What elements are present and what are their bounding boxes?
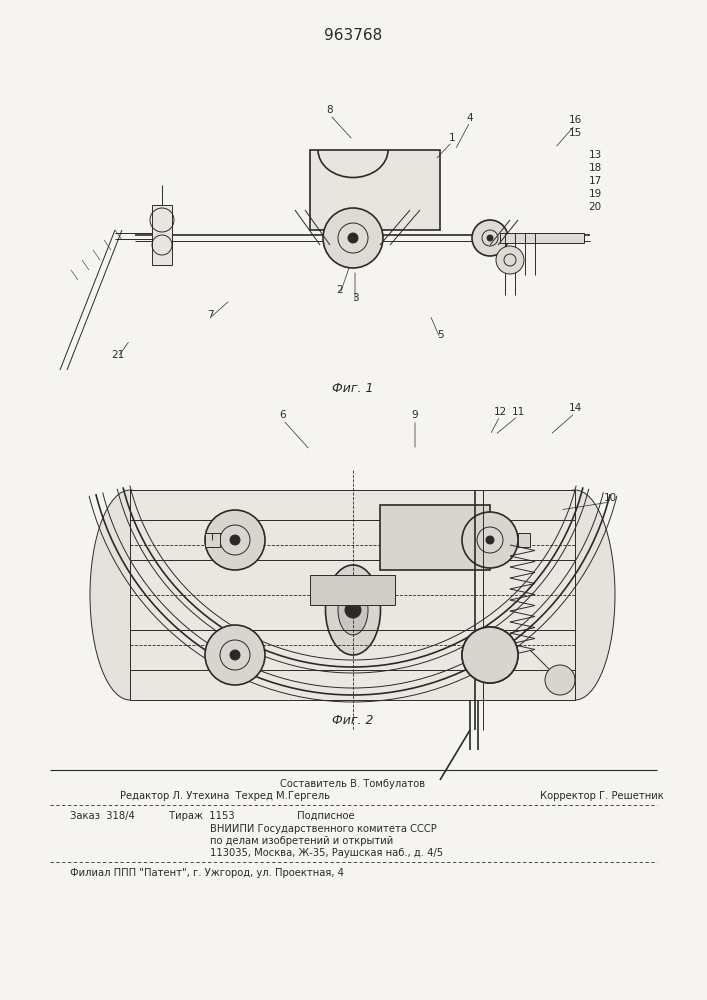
Text: 8: 8 <box>327 105 333 115</box>
Text: Филиал ППП "Патент", г. Ужгород, ул. Проектная, 4: Филиал ППП "Патент", г. Ужгород, ул. Про… <box>70 868 344 878</box>
Text: 19: 19 <box>588 189 602 199</box>
Circle shape <box>545 665 575 695</box>
Circle shape <box>230 535 240 545</box>
Text: 11: 11 <box>511 407 525 417</box>
Circle shape <box>486 651 494 659</box>
Text: Фиг. 1: Фиг. 1 <box>332 381 374 394</box>
Text: 963768: 963768 <box>324 28 382 43</box>
Ellipse shape <box>535 490 615 700</box>
Text: 9: 9 <box>411 410 419 420</box>
Text: ВНИИПИ Государственного комитета СССР: ВНИИПИ Государственного комитета СССР <box>210 824 437 834</box>
Text: 12: 12 <box>493 407 507 417</box>
Circle shape <box>496 246 524 274</box>
Circle shape <box>486 536 494 544</box>
Bar <box>380 505 490 570</box>
Text: 10: 10 <box>604 493 617 503</box>
Circle shape <box>462 627 518 683</box>
Text: 2: 2 <box>337 285 344 295</box>
Text: 17: 17 <box>588 176 602 186</box>
Text: 1: 1 <box>449 133 455 143</box>
Bar <box>310 150 440 230</box>
Text: 16: 16 <box>568 115 582 125</box>
Circle shape <box>230 650 240 660</box>
Text: Редактор Л. Утехина  Техред М.Гергель: Редактор Л. Утехина Техред М.Гергель <box>120 791 330 801</box>
Text: Корректор Г. Решетник: Корректор Г. Решетник <box>540 791 664 801</box>
Text: 15: 15 <box>568 128 582 138</box>
Circle shape <box>472 220 508 256</box>
Circle shape <box>345 602 361 618</box>
Circle shape <box>487 235 493 241</box>
Circle shape <box>205 625 265 685</box>
Text: 6: 6 <box>280 410 286 420</box>
Bar <box>152 205 172 265</box>
Text: 7: 7 <box>206 310 214 320</box>
Circle shape <box>462 512 518 568</box>
Circle shape <box>205 510 265 570</box>
Circle shape <box>323 208 383 268</box>
Circle shape <box>348 233 358 243</box>
Text: 14: 14 <box>568 403 582 413</box>
Text: 3: 3 <box>351 293 358 303</box>
Text: 5: 5 <box>437 330 443 340</box>
Circle shape <box>462 627 518 683</box>
Text: по делам изобретений и открытий: по делам изобретений и открытий <box>210 836 393 846</box>
Ellipse shape <box>90 490 170 700</box>
Bar <box>518 533 530 547</box>
Ellipse shape <box>338 585 368 635</box>
Text: Составитель В. Томбулатов: Составитель В. Томбулатов <box>281 779 426 789</box>
Bar <box>310 575 395 605</box>
Text: Заказ  318/4           Тираж  1153                    Подписное: Заказ 318/4 Тираж 1153 Подписное <box>70 811 355 821</box>
Text: 113035, Москва, Ж-35, Раушская наб., д. 4/5: 113035, Москва, Ж-35, Раушская наб., д. … <box>210 848 443 858</box>
Bar <box>130 490 575 700</box>
Ellipse shape <box>325 565 380 655</box>
Text: 21: 21 <box>112 350 124 360</box>
Bar <box>205 533 220 547</box>
Bar <box>500 233 584 243</box>
Text: 4: 4 <box>467 113 473 123</box>
Text: Фиг. 2: Фиг. 2 <box>332 714 374 726</box>
Text: 20: 20 <box>588 202 602 212</box>
Text: 18: 18 <box>588 163 602 173</box>
Text: 13: 13 <box>588 150 602 160</box>
